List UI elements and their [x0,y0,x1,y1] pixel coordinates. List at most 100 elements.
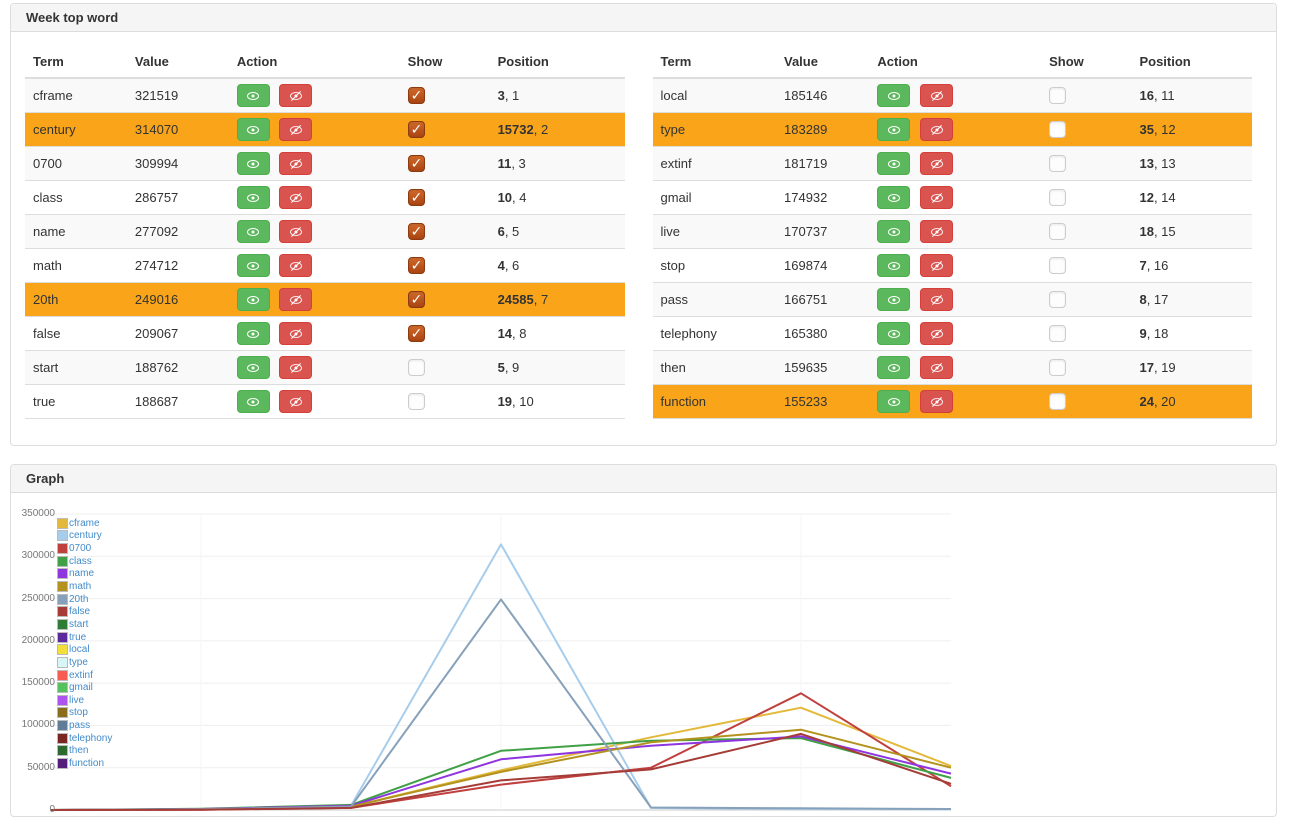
eye-icon [887,363,900,372]
show-checkbox[interactable] [407,87,425,105]
show-term-button[interactable] [877,390,911,413]
show-term-button[interactable] [236,152,270,175]
hide-term-button[interactable] [920,254,954,277]
hide-term-button[interactable] [279,84,313,107]
legend-item-live[interactable]: live [57,694,112,707]
legend-item-class[interactable]: class [57,555,112,568]
legend-item-then[interactable]: then [57,745,112,758]
show-term-button[interactable] [877,186,911,209]
show-term-button[interactable] [236,288,270,311]
show-term-button[interactable] [236,118,270,141]
show-checkbox[interactable] [1049,87,1067,105]
hide-term-button[interactable] [920,118,954,141]
show-checkbox[interactable] [1049,325,1067,343]
legend-item-start[interactable]: start [57,618,112,631]
hide-term-button[interactable] [920,84,954,107]
legend-item-20th[interactable]: 20th [57,593,112,606]
show-checkbox[interactable] [1049,291,1067,309]
show-term-button[interactable] [236,390,270,413]
show-term-button[interactable] [877,84,911,107]
column-header-position: Position [1131,46,1252,79]
legend-item-gmail[interactable]: gmail [57,681,112,694]
show-checkbox[interactable] [407,257,425,275]
hide-term-button[interactable] [920,390,954,413]
legend-item-local[interactable]: local [57,643,112,656]
hide-term-button[interactable] [920,186,954,209]
show-checkbox[interactable] [407,359,425,377]
hide-term-button[interactable] [279,118,313,141]
eye-icon [247,193,260,202]
show-checkbox[interactable] [407,325,425,343]
show-cell [400,283,490,317]
hide-term-button[interactable] [920,322,954,345]
hide-term-button[interactable] [920,220,954,243]
show-term-button[interactable] [236,84,270,107]
show-cell [1041,351,1131,385]
show-term-button[interactable] [236,186,270,209]
legend-item-false[interactable]: false [57,605,112,618]
show-cell [400,113,490,147]
legend-item-extinf[interactable]: extinf [57,669,112,682]
hide-term-button[interactable] [920,356,954,379]
show-term-button[interactable] [236,254,270,277]
show-checkbox[interactable] [1049,359,1067,377]
legend-item-stop[interactable]: stop [57,707,112,720]
show-term-button[interactable] [877,356,911,379]
show-term-button[interactable] [877,220,911,243]
term-cell: start [33,360,59,375]
legend-item-cframe[interactable]: cframe [57,517,112,530]
show-checkbox[interactable] [1049,121,1067,139]
legend-item-name[interactable]: name [57,568,112,581]
hide-term-button[interactable] [279,254,313,277]
legend-label: function [69,757,105,769]
eye-icon [247,329,260,338]
show-term-button[interactable] [877,322,911,345]
show-checkbox[interactable] [1049,257,1067,275]
show-checkbox[interactable] [407,121,425,139]
show-term-button[interactable] [877,118,911,141]
show-checkbox[interactable] [407,393,425,411]
hide-term-button[interactable] [279,322,313,345]
hide-term-button[interactable] [279,152,313,175]
eye-icon [887,91,900,100]
show-checkbox[interactable] [1049,223,1067,241]
hide-term-button[interactable] [920,152,954,175]
week-top-word-panel: Week top word Term Value Action Show Positio… [10,3,1277,446]
legend-item-0700[interactable]: 0700 [57,542,112,555]
show-term-button[interactable] [236,356,270,379]
show-term-button[interactable] [877,254,911,277]
show-term-button[interactable] [236,220,270,243]
hide-term-button[interactable] [279,220,313,243]
show-checkbox[interactable] [407,291,425,309]
show-checkbox[interactable] [407,155,425,173]
show-checkbox[interactable] [407,189,425,207]
value-cell: 174932 [784,190,828,205]
legend-item-pass[interactable]: pass [57,719,112,732]
position-cell: 19, 10 [497,394,534,409]
show-checkbox[interactable] [1049,393,1067,411]
legend-label: true [69,631,87,643]
table-row: function 155233 24, 20 [652,384,1252,419]
hide-term-button[interactable] [279,356,313,379]
eye-icon [887,227,900,236]
show-term-button[interactable] [877,288,911,311]
hide-term-button[interactable] [279,186,313,209]
hide-term-button[interactable] [920,288,954,311]
position-cell: 10, 4 [497,190,527,205]
show-checkbox[interactable] [407,223,425,241]
show-term-button[interactable] [236,322,270,345]
hide-term-button[interactable] [279,390,313,413]
legend-item-type[interactable]: type [57,656,112,669]
legend-item-true[interactable]: true [57,631,112,644]
legend-item-century[interactable]: century [57,530,112,543]
show-term-button[interactable] [877,152,911,175]
show-checkbox[interactable] [1049,155,1067,173]
show-checkbox[interactable] [1049,189,1067,207]
legend-item-function[interactable]: function [57,757,112,770]
eye-slash-icon [289,124,303,135]
position-cell: 24, 20 [1139,394,1176,409]
legend-item-math[interactable]: math [57,580,112,593]
legend-swatch [57,757,68,769]
legend-item-telephony[interactable]: telephony [57,732,112,745]
hide-term-button[interactable] [279,288,313,311]
